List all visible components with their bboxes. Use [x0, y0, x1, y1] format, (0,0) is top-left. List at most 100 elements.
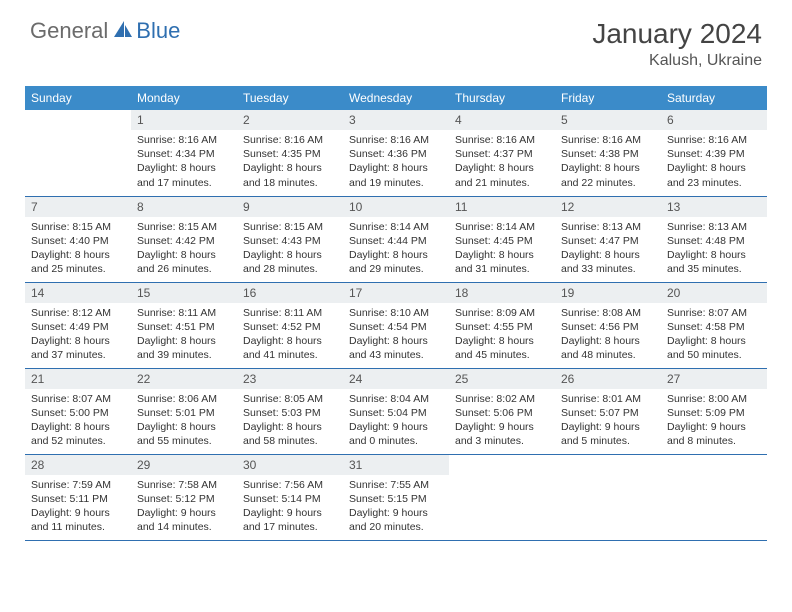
sunset-text: Sunset: 4:58 PM [667, 320, 761, 334]
title-block: January 2024 Kalush, Ukraine [592, 18, 762, 70]
day-number: 11 [449, 197, 555, 217]
calendar-day-cell [555, 454, 661, 540]
logo-text-blue: Blue [136, 18, 180, 44]
daylight-text: Daylight: 8 hours and 58 minutes. [243, 420, 337, 448]
daylight-text: Daylight: 8 hours and 39 minutes. [137, 334, 231, 362]
sunset-text: Sunset: 4:34 PM [137, 147, 231, 161]
logo: General Blue [30, 18, 180, 44]
daylight-text: Daylight: 8 hours and 50 minutes. [667, 334, 761, 362]
weekday-header: Saturday [661, 86, 767, 110]
daylight-text: Daylight: 9 hours and 0 minutes. [349, 420, 443, 448]
sunrise-text: Sunrise: 8:15 AM [31, 220, 125, 234]
day-number [661, 455, 767, 461]
calendar-day-cell: 1Sunrise: 8:16 AMSunset: 4:34 PMDaylight… [131, 110, 237, 196]
daylight-text: Daylight: 8 hours and 29 minutes. [349, 248, 443, 276]
sunset-text: Sunset: 5:06 PM [455, 406, 549, 420]
day-number: 8 [131, 197, 237, 217]
sunset-text: Sunset: 4:44 PM [349, 234, 443, 248]
daylight-text: Daylight: 9 hours and 14 minutes. [137, 506, 231, 534]
day-details: Sunrise: 8:07 AMSunset: 5:00 PMDaylight:… [25, 389, 131, 453]
daylight-text: Daylight: 8 hours and 52 minutes. [31, 420, 125, 448]
day-number: 23 [237, 369, 343, 389]
calendar-day-cell: 24Sunrise: 8:04 AMSunset: 5:04 PMDayligh… [343, 368, 449, 454]
calendar-day-cell: 2Sunrise: 8:16 AMSunset: 4:35 PMDaylight… [237, 110, 343, 196]
calendar-day-cell: 10Sunrise: 8:14 AMSunset: 4:44 PMDayligh… [343, 196, 449, 282]
sunset-text: Sunset: 4:52 PM [243, 320, 337, 334]
calendar-day-cell: 6Sunrise: 8:16 AMSunset: 4:39 PMDaylight… [661, 110, 767, 196]
calendar-day-cell: 13Sunrise: 8:13 AMSunset: 4:48 PMDayligh… [661, 196, 767, 282]
calendar-day-cell: 11Sunrise: 8:14 AMSunset: 4:45 PMDayligh… [449, 196, 555, 282]
day-number: 28 [25, 455, 131, 475]
sunrise-text: Sunrise: 8:04 AM [349, 392, 443, 406]
sunset-text: Sunset: 4:51 PM [137, 320, 231, 334]
day-details: Sunrise: 8:16 AMSunset: 4:35 PMDaylight:… [237, 130, 343, 194]
weekday-header: Thursday [449, 86, 555, 110]
sunrise-text: Sunrise: 8:11 AM [137, 306, 231, 320]
day-details: Sunrise: 8:11 AMSunset: 4:51 PMDaylight:… [131, 303, 237, 367]
sunrise-text: Sunrise: 8:16 AM [243, 133, 337, 147]
day-number: 18 [449, 283, 555, 303]
sunrise-text: Sunrise: 8:12 AM [31, 306, 125, 320]
day-details: Sunrise: 8:15 AMSunset: 4:43 PMDaylight:… [237, 217, 343, 281]
day-number: 30 [237, 455, 343, 475]
sunrise-text: Sunrise: 8:02 AM [455, 392, 549, 406]
day-number: 25 [449, 369, 555, 389]
day-details: Sunrise: 8:05 AMSunset: 5:03 PMDaylight:… [237, 389, 343, 453]
weekday-header: Wednesday [343, 86, 449, 110]
calendar-week-row: 7Sunrise: 8:15 AMSunset: 4:40 PMDaylight… [25, 196, 767, 282]
sunrise-text: Sunrise: 8:10 AM [349, 306, 443, 320]
daylight-text: Daylight: 8 hours and 17 minutes. [137, 161, 231, 189]
sunset-text: Sunset: 5:07 PM [561, 406, 655, 420]
daylight-text: Daylight: 9 hours and 8 minutes. [667, 420, 761, 448]
month-title: January 2024 [592, 18, 762, 50]
calendar-week-row: 28Sunrise: 7:59 AMSunset: 5:11 PMDayligh… [25, 454, 767, 540]
sunset-text: Sunset: 4:47 PM [561, 234, 655, 248]
weekday-header: Monday [131, 86, 237, 110]
calendar-table: Sunday Monday Tuesday Wednesday Thursday… [25, 86, 767, 541]
daylight-text: Daylight: 8 hours and 37 minutes. [31, 334, 125, 362]
day-number: 4 [449, 110, 555, 130]
sunrise-text: Sunrise: 8:15 AM [243, 220, 337, 234]
day-number: 24 [343, 369, 449, 389]
daylight-text: Daylight: 8 hours and 26 minutes. [137, 248, 231, 276]
calendar-day-cell: 21Sunrise: 8:07 AMSunset: 5:00 PMDayligh… [25, 368, 131, 454]
weekday-header-row: Sunday Monday Tuesday Wednesday Thursday… [25, 86, 767, 110]
day-details: Sunrise: 8:00 AMSunset: 5:09 PMDaylight:… [661, 389, 767, 453]
day-number: 9 [237, 197, 343, 217]
calendar-day-cell: 18Sunrise: 8:09 AMSunset: 4:55 PMDayligh… [449, 282, 555, 368]
sunset-text: Sunset: 5:15 PM [349, 492, 443, 506]
sunrise-text: Sunrise: 8:05 AM [243, 392, 337, 406]
calendar-day-cell [661, 454, 767, 540]
calendar-day-cell [449, 454, 555, 540]
sunset-text: Sunset: 4:38 PM [561, 147, 655, 161]
day-number: 7 [25, 197, 131, 217]
sunrise-text: Sunrise: 7:58 AM [137, 478, 231, 492]
calendar-day-cell: 15Sunrise: 8:11 AMSunset: 4:51 PMDayligh… [131, 282, 237, 368]
day-details: Sunrise: 8:16 AMSunset: 4:34 PMDaylight:… [131, 130, 237, 194]
day-number: 14 [25, 283, 131, 303]
sunrise-text: Sunrise: 7:59 AM [31, 478, 125, 492]
day-details: Sunrise: 8:14 AMSunset: 4:45 PMDaylight:… [449, 217, 555, 281]
sunrise-text: Sunrise: 8:14 AM [455, 220, 549, 234]
daylight-text: Daylight: 9 hours and 20 minutes. [349, 506, 443, 534]
day-number: 2 [237, 110, 343, 130]
daylight-text: Daylight: 8 hours and 55 minutes. [137, 420, 231, 448]
weekday-header: Tuesday [237, 86, 343, 110]
daylight-text: Daylight: 9 hours and 11 minutes. [31, 506, 125, 534]
day-details: Sunrise: 8:16 AMSunset: 4:38 PMDaylight:… [555, 130, 661, 194]
sunrise-text: Sunrise: 8:11 AM [243, 306, 337, 320]
daylight-text: Daylight: 8 hours and 19 minutes. [349, 161, 443, 189]
daylight-text: Daylight: 9 hours and 3 minutes. [455, 420, 549, 448]
day-number: 29 [131, 455, 237, 475]
sunrise-text: Sunrise: 8:15 AM [137, 220, 231, 234]
day-number: 3 [343, 110, 449, 130]
day-number: 22 [131, 369, 237, 389]
sunset-text: Sunset: 4:43 PM [243, 234, 337, 248]
day-number: 1 [131, 110, 237, 130]
sunrise-text: Sunrise: 8:16 AM [349, 133, 443, 147]
day-details: Sunrise: 8:10 AMSunset: 4:54 PMDaylight:… [343, 303, 449, 367]
day-details: Sunrise: 8:04 AMSunset: 5:04 PMDaylight:… [343, 389, 449, 453]
daylight-text: Daylight: 8 hours and 43 minutes. [349, 334, 443, 362]
sunrise-text: Sunrise: 8:16 AM [561, 133, 655, 147]
calendar-day-cell: 29Sunrise: 7:58 AMSunset: 5:12 PMDayligh… [131, 454, 237, 540]
